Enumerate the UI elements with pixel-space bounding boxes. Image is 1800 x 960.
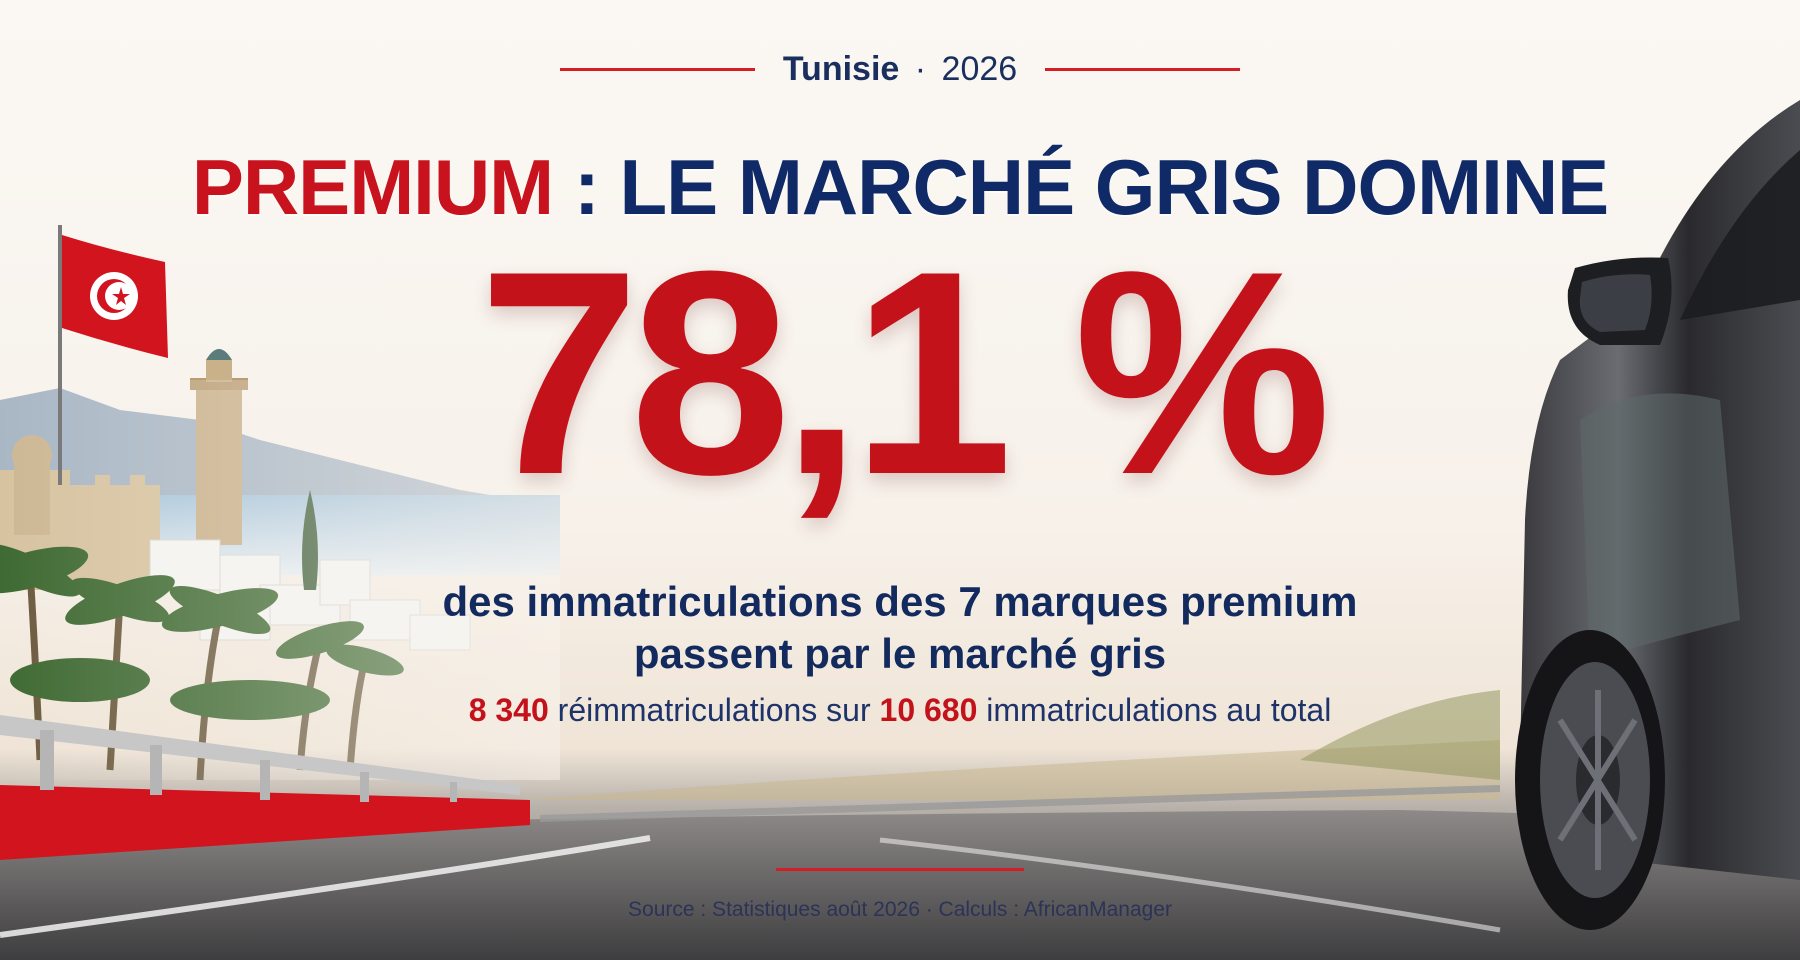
footer-rule	[776, 868, 1024, 871]
tunisia-flag-icon	[58, 225, 168, 485]
detail-text-1: réimmatriculations sur	[548, 692, 880, 728]
coastline-illustration	[0, 349, 560, 781]
reimmatriculations-count: 8 340	[468, 692, 549, 728]
detail-line: 8 340 réimmatriculations sur 10 680 imma…	[0, 692, 1800, 729]
subtitle-line-1: des immatriculations des 7 marques premi…	[442, 578, 1358, 625]
headline-percentage: 78,1 %	[478, 211, 1332, 535]
car-icon	[1515, 100, 1800, 930]
title-accent: PREMIUM	[191, 143, 554, 231]
page-title: PREMIUM : LE MARCHÉ GRIS DOMINE	[0, 142, 1800, 233]
subtitle: des immatriculations des 7 marques premi…	[0, 576, 1800, 680]
title-rest: : LE MARCHÉ GRIS DOMINE	[553, 143, 1609, 231]
road-barrier	[0, 715, 1500, 860]
source-note: Source : Statistiques août 2026 · Calcul…	[628, 898, 1172, 921]
header-rule-left	[559, 68, 755, 71]
header-line: Tunisie · 2026	[0, 50, 1800, 89]
detail-text-2: immatriculations au total	[977, 692, 1332, 728]
header-separator: ·	[914, 50, 927, 88]
header-rule-right	[1045, 68, 1241, 71]
subtitle-line-2: passent par le marché gris	[633, 630, 1167, 677]
total-count: 10 680	[879, 692, 978, 728]
year-label: 2026	[941, 50, 1018, 88]
country-label: Tunisie	[782, 50, 900, 88]
